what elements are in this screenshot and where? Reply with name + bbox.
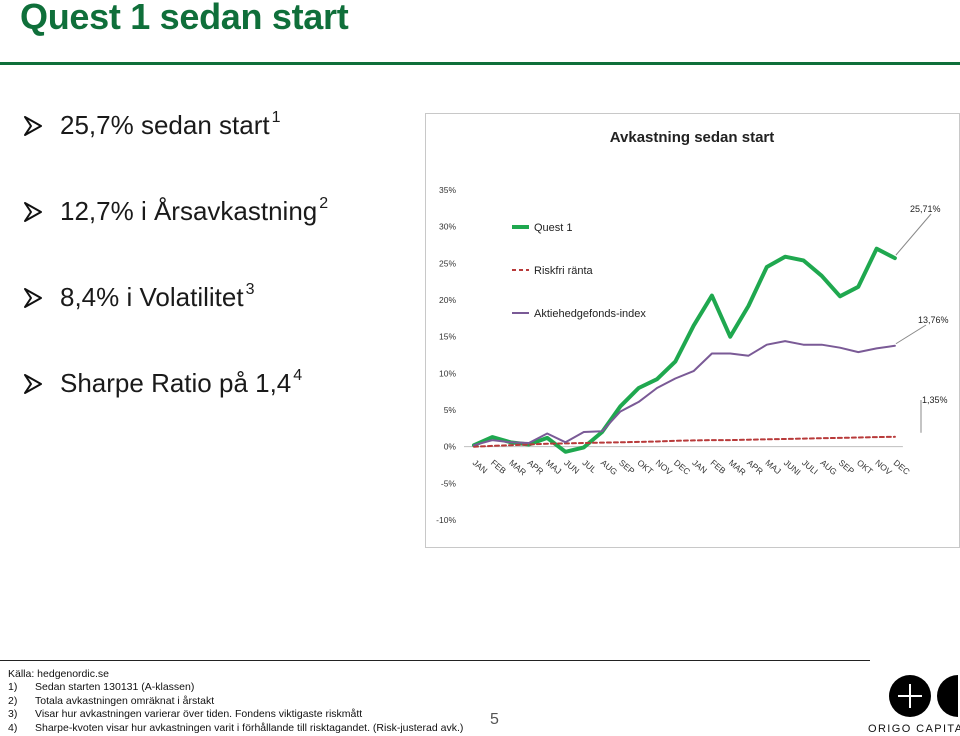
end-value-label: 13,76% [918,315,949,325]
footnote-text: Sedan starten 130131 (A-klassen) [35,681,195,694]
company-logo-text: ORIGO CAPITAL [868,723,960,735]
y-tick-label: -5% [441,478,457,488]
bullet-item: Sharpe Ratio på 1,4 4 [22,366,303,399]
chart-title: Avkastning sedan start [610,129,775,146]
x-tick-label: NOV [654,458,675,478]
y-tick-label: 0% [444,442,457,452]
footnote-number: 2) [8,694,18,707]
bullet-footnote-ref: 4 [293,366,303,384]
x-tick-label: MAJ [764,458,783,477]
arrow-bullet-icon [24,373,42,394]
x-tick-label: SEP [617,458,637,477]
footnote: 4) Sharpe-kvoten visar hur avkastningen v… [8,722,463,735]
end-value-label: 1,35% [922,395,948,405]
footnote: 3) Visar hur avkastningen varierar över t… [8,708,463,721]
bullet-footnote-ref: 1 [271,108,281,126]
x-tick-label: SEP [837,458,857,477]
chart-canvas: Avkastning sedan start 35% 30% 25% 20% 15% 10%… [436,129,949,525]
page-number: 5 [490,711,499,728]
series-line [473,435,896,448]
bullet-footnote-ref: 3 [245,280,255,298]
bullet-item: 12,7% i Årsavkastning 2 [22,194,329,227]
source-note: Källa: hedgenordic.se [8,668,463,681]
series-line [472,246,897,454]
x-tick-label: MAR [727,458,748,478]
bullet-footnote-ref: 2 [319,194,329,212]
legend-label: Aktiehedgefonds-index [534,308,646,320]
footnote: 1) Sedan starten 130131 (A-klassen) [8,681,463,694]
y-tick-label: 35% [439,185,456,195]
footer-divider [0,660,870,661]
series-line [473,340,896,447]
arrow-bullet-icon [24,201,42,222]
x-tick-label: JULI [800,458,820,477]
arrow-bullet-icon [24,287,42,308]
bullet-item: 8,4% i Volatilitet 3 [22,280,255,313]
x-tick-label: MAJ [544,458,563,477]
y-tick-label: -10% [436,515,456,525]
x-tick-label: JUL [581,458,599,476]
arrow-bullet-icon [24,115,42,136]
end-label-leader [895,324,927,345]
return-chart: Avkastning sedan start 35% 30% 25% 20% 15% 10%… [425,113,960,548]
x-tick-label: OKT [855,458,875,477]
footnote: 2) Totala avkastningen omräknat i årstakt [8,695,463,708]
legend-label: Riskfri ränta [534,265,594,277]
y-tick-label: 20% [439,295,456,305]
x-tick-label: FEB [709,458,728,476]
footnote-text: Sharpe-kvoten visar hur avkastningen var… [35,721,464,734]
end-value-label: 25,71% [910,204,941,214]
bullet-text: Sharpe Ratio på 1,4 [60,368,292,398]
x-tick-label: DEC [892,458,912,477]
y-tick-label: 10% [439,368,456,378]
x-tick-label: MAR [507,458,528,478]
x-tick-label: AUG [599,458,620,478]
footnote-number: 1) [8,681,18,694]
x-tick-label: JAN [690,458,709,476]
bullet-text: 12,7% i Årsavkastning [60,196,318,226]
x-tick-label: DEC [672,458,692,477]
origo-plus-logo-icon [889,675,958,717]
y-tick-label: 25% [439,258,456,268]
footnote-text: Visar hur avkastningen varierar över tid… [35,708,363,721]
footnote-number: 3) [8,708,18,721]
x-tick-label: JUNI [782,458,803,478]
x-tick-label: APR [526,458,546,477]
y-tick-label: 15% [439,332,456,342]
footnotes: Källa: hedgenordic.se 1) Sedan starten 13… [8,668,463,735]
page-title: Quest 1 sedan start [20,0,349,37]
footnote-number: 4) [8,721,18,734]
end-label-leader [895,213,932,256]
bullet-text: 25,7% sedan start [60,110,270,140]
bullet-item: 25,7% sedan start 1 [22,108,281,141]
y-tick-label: 5% [444,405,457,415]
footnote-text: Totala avkastningen omräknat i årstakt [35,694,215,707]
x-tick-label: FEB [489,458,508,476]
x-tick-label: JAN [471,458,490,476]
x-tick-label: JUN [562,458,581,476]
source-text: Källa: hedgenordic.se [8,668,109,680]
title-divider [0,62,960,65]
x-tick-label: APR [745,458,765,477]
y-tick-label: 30% [439,222,456,232]
x-tick-label: AUG [818,458,839,478]
legend-label: Quest 1 [534,222,573,234]
x-tick-label: NOV [873,458,894,478]
x-tick-label: OKT [635,458,655,477]
bullet-text: 8,4% i Volatilitet [60,282,244,312]
